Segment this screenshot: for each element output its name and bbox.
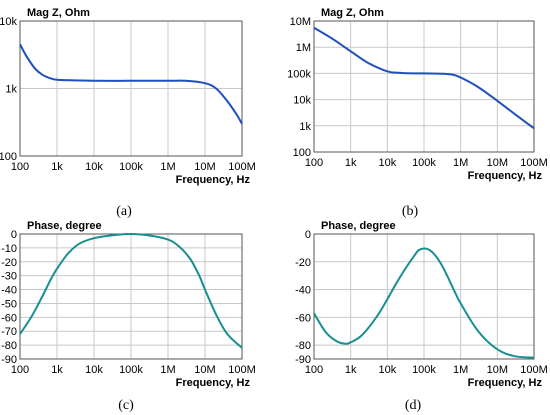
series-line-a bbox=[19, 43, 243, 125]
panel-title: Mag Z, Ohm bbox=[321, 7, 384, 19]
x-tick-label: 100M bbox=[520, 157, 548, 169]
chart-panel-a: 100 1k 10k 100 1k 10k 100k 1M 10M 100M Mag Z, Ohm F… bbox=[0, 7, 256, 219]
y-tick-label: 10k bbox=[293, 95, 311, 107]
x-tick-label: 10M bbox=[487, 157, 508, 169]
x-tick-label: 10M bbox=[194, 364, 215, 376]
panel-title: Phase, degree bbox=[321, 220, 396, 232]
plot-frame-d bbox=[313, 233, 535, 360]
x-tick-label: 1M bbox=[453, 157, 468, 169]
subfigure-label: (d) bbox=[405, 398, 422, 413]
y-tick-label: -20 bbox=[295, 257, 311, 269]
x-tick-label: 1k bbox=[345, 364, 357, 376]
x-tick-label: 1k bbox=[51, 161, 63, 173]
panel-title: Mag Z, Ohm bbox=[27, 7, 90, 19]
series-line-d bbox=[313, 247, 535, 359]
plot-frame-b bbox=[313, 20, 535, 153]
x-tick-label: 10k bbox=[85, 364, 103, 376]
x-tick-label: 1k bbox=[51, 364, 63, 376]
y-tick-label: 0 bbox=[305, 229, 311, 241]
x-tick-label: 1M bbox=[453, 364, 468, 376]
y-tick-label: -80 bbox=[295, 340, 311, 352]
x-tick-label: 100k bbox=[412, 157, 436, 169]
y-tick-label: 1M bbox=[296, 42, 311, 54]
x-tick-label: 1M bbox=[160, 161, 175, 173]
panel-title: Phase, degree bbox=[27, 220, 102, 232]
x-tick-label: 100k bbox=[412, 364, 436, 376]
y-tick-label: 1k bbox=[299, 121, 311, 133]
y-tick-label: 100k bbox=[287, 68, 311, 80]
x-tick-label: 10k bbox=[85, 161, 103, 173]
x-axis-label: Frequency, Hz bbox=[468, 377, 543, 389]
y-tick-label: -60 bbox=[1, 312, 17, 324]
x-tick-label: 100 bbox=[11, 161, 29, 173]
y-tick-label: -50 bbox=[1, 298, 17, 310]
y-tick-label: 10M bbox=[290, 16, 311, 28]
subfigure-label: (a) bbox=[116, 204, 132, 219]
y-tick-label: 100 bbox=[293, 147, 311, 159]
x-tick-label: 100 bbox=[11, 364, 29, 376]
y-tick-label: 10k bbox=[0, 16, 17, 28]
x-tick-label: 10M bbox=[194, 161, 215, 173]
x-tick-label: 1M bbox=[160, 364, 175, 376]
y-tick-label: -40 bbox=[295, 285, 311, 297]
chart-panel-b: 100 1k 10k 100k 1M 10M 100 1k 10k 100k 1M 10M 100M Ma… bbox=[287, 7, 548, 219]
x-tick-label: 100 bbox=[305, 157, 323, 169]
x-tick-label: 100k bbox=[119, 161, 143, 173]
x-tick-label: 10k bbox=[378, 157, 396, 169]
y-tick-label: -30 bbox=[1, 271, 17, 283]
y-tick-label: -10 bbox=[1, 243, 17, 255]
x-tick-label: 100M bbox=[520, 364, 548, 376]
series-line-b bbox=[313, 26, 535, 130]
x-tick-label: 1k bbox=[345, 157, 357, 169]
y-tick-label: -60 bbox=[295, 312, 311, 324]
y-tick-label: -70 bbox=[1, 326, 17, 338]
x-axis-label: Frequency, Hz bbox=[176, 174, 251, 186]
y-tick-label: 1k bbox=[5, 84, 17, 96]
y-tick-label: -90 bbox=[1, 354, 17, 366]
x-tick-label: 100M bbox=[228, 161, 256, 173]
x-tick-label: 10k bbox=[378, 364, 396, 376]
subfigure-label: (b) bbox=[402, 204, 419, 219]
y-tick-label: 0 bbox=[11, 229, 17, 241]
x-tick-label: 100k bbox=[119, 364, 143, 376]
y-tick-label: -80 bbox=[1, 340, 17, 352]
x-tick-label: 100 bbox=[305, 364, 323, 376]
y-tick-label: -90 bbox=[295, 354, 311, 366]
y-tick-label: -20 bbox=[1, 257, 17, 269]
x-tick-label: 100M bbox=[228, 364, 256, 376]
series-line-c bbox=[19, 233, 243, 349]
subfigure-label: (c) bbox=[118, 398, 134, 413]
x-axis-label: Frequency, Hz bbox=[468, 170, 543, 182]
y-tick-label: -40 bbox=[1, 285, 17, 297]
plot-frame-a bbox=[19, 20, 243, 157]
x-axis-label: Frequency, Hz bbox=[176, 377, 251, 389]
y-tick-label: 100 bbox=[0, 151, 17, 163]
x-tick-label: 10M bbox=[487, 364, 508, 376]
